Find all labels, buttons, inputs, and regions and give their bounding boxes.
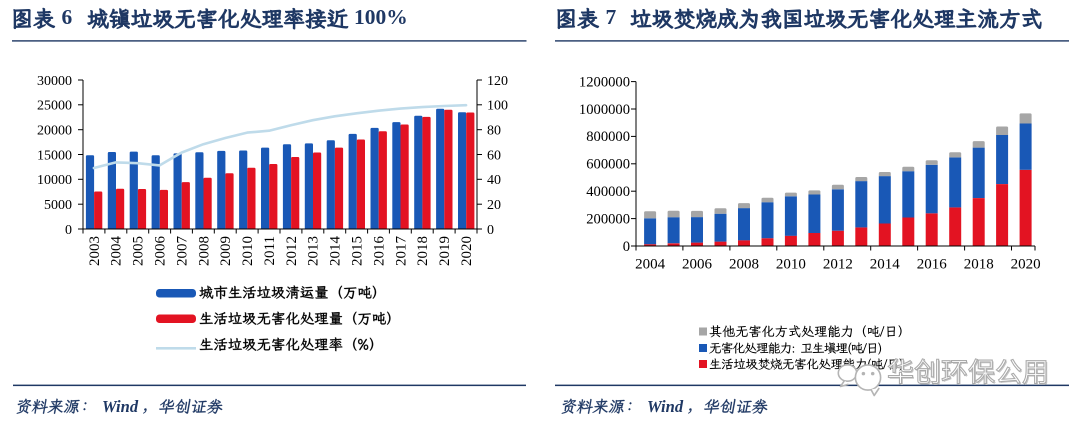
svg-text:0: 0: [487, 223, 494, 238]
svg-text:2006: 2006: [682, 257, 713, 273]
svg-text:2012: 2012: [284, 236, 300, 266]
svg-text:0: 0: [623, 239, 630, 255]
svg-text:30000: 30000: [37, 74, 72, 89]
svg-text:Wind: Wind: [102, 397, 139, 416]
svg-text:1200000: 1200000: [579, 74, 630, 90]
svg-text:2009: 2009: [218, 236, 234, 266]
svg-text:2014: 2014: [328, 236, 344, 267]
svg-text:2013: 2013: [306, 236, 322, 266]
svg-text:Wind: Wind: [647, 397, 684, 416]
svg-text:2004: 2004: [635, 257, 666, 273]
svg-text:5000: 5000: [44, 198, 72, 213]
svg-text:2014: 2014: [870, 257, 901, 273]
svg-text:2019: 2019: [437, 236, 453, 266]
svg-text:2008: 2008: [196, 236, 212, 266]
svg-text:2006: 2006: [153, 236, 169, 267]
svg-text:2018: 2018: [415, 236, 431, 266]
svg-text:100: 100: [487, 99, 508, 114]
svg-text:2003: 2003: [87, 236, 103, 266]
svg-text:80: 80: [487, 124, 501, 139]
svg-text:400000: 400000: [586, 184, 630, 200]
svg-text:20000: 20000: [37, 124, 72, 139]
svg-text:800000: 800000: [586, 129, 630, 145]
svg-text:200000: 200000: [586, 211, 630, 227]
svg-text:20: 20: [487, 198, 501, 213]
svg-text:2016: 2016: [371, 236, 387, 267]
svg-text:2004: 2004: [109, 236, 125, 267]
svg-text:2017: 2017: [393, 236, 409, 267]
svg-text:600000: 600000: [586, 157, 630, 173]
svg-text:2015: 2015: [350, 236, 366, 266]
svg-text:7: 7: [606, 5, 617, 29]
svg-text:2007: 2007: [174, 236, 190, 267]
svg-text:6: 6: [62, 5, 73, 29]
svg-text:2012: 2012: [823, 257, 853, 273]
svg-text:10000: 10000: [37, 173, 72, 188]
svg-text:25000: 25000: [37, 99, 72, 114]
svg-text:0: 0: [65, 223, 72, 238]
svg-text:2011: 2011: [262, 236, 278, 265]
svg-text:2010: 2010: [776, 257, 806, 273]
svg-text:15000: 15000: [37, 148, 72, 163]
svg-text:1000000: 1000000: [579, 102, 630, 118]
svg-text:2020: 2020: [1011, 257, 1041, 273]
svg-text:100%: 100%: [354, 5, 408, 29]
svg-text:60: 60: [487, 148, 501, 163]
svg-text:40: 40: [487, 173, 501, 188]
svg-text:2010: 2010: [240, 236, 256, 266]
svg-text:120: 120: [487, 74, 508, 89]
svg-text:2020: 2020: [459, 236, 475, 266]
svg-text:2016: 2016: [917, 257, 948, 273]
svg-text:2005: 2005: [131, 236, 147, 266]
svg-text:2008: 2008: [729, 257, 759, 273]
svg-text:2018: 2018: [964, 257, 994, 273]
